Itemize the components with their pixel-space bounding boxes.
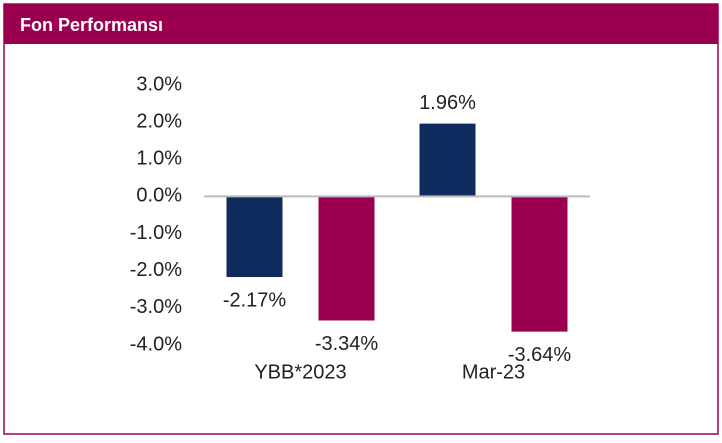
value-label: -3.34% <box>315 333 379 355</box>
x-tick-label: Mar-23 <box>462 361 525 383</box>
y-tick-label: 3.0% <box>136 73 182 95</box>
y-tick-label: 0.0% <box>136 185 182 207</box>
x-tick-label: YBB*2023 <box>254 361 346 383</box>
y-tick-label: 2.0% <box>136 110 182 132</box>
bar <box>318 196 375 321</box>
value-label: -2.17% <box>223 289 287 311</box>
chart-title: Fon Performansı <box>20 15 163 35</box>
y-tick-label: -4.0% <box>130 333 182 355</box>
header <box>4 4 718 44</box>
y-tick-label: -3.0% <box>130 296 182 318</box>
value-label: -3.64% <box>508 344 572 366</box>
bar <box>226 196 283 278</box>
y-tick-label: -1.0% <box>130 222 182 244</box>
bar <box>511 196 568 332</box>
y-tick-label: 1.0% <box>136 148 182 170</box>
bar <box>419 123 476 197</box>
value-label: 1.96% <box>419 92 476 114</box>
y-tick-label: -2.0% <box>130 259 182 281</box>
